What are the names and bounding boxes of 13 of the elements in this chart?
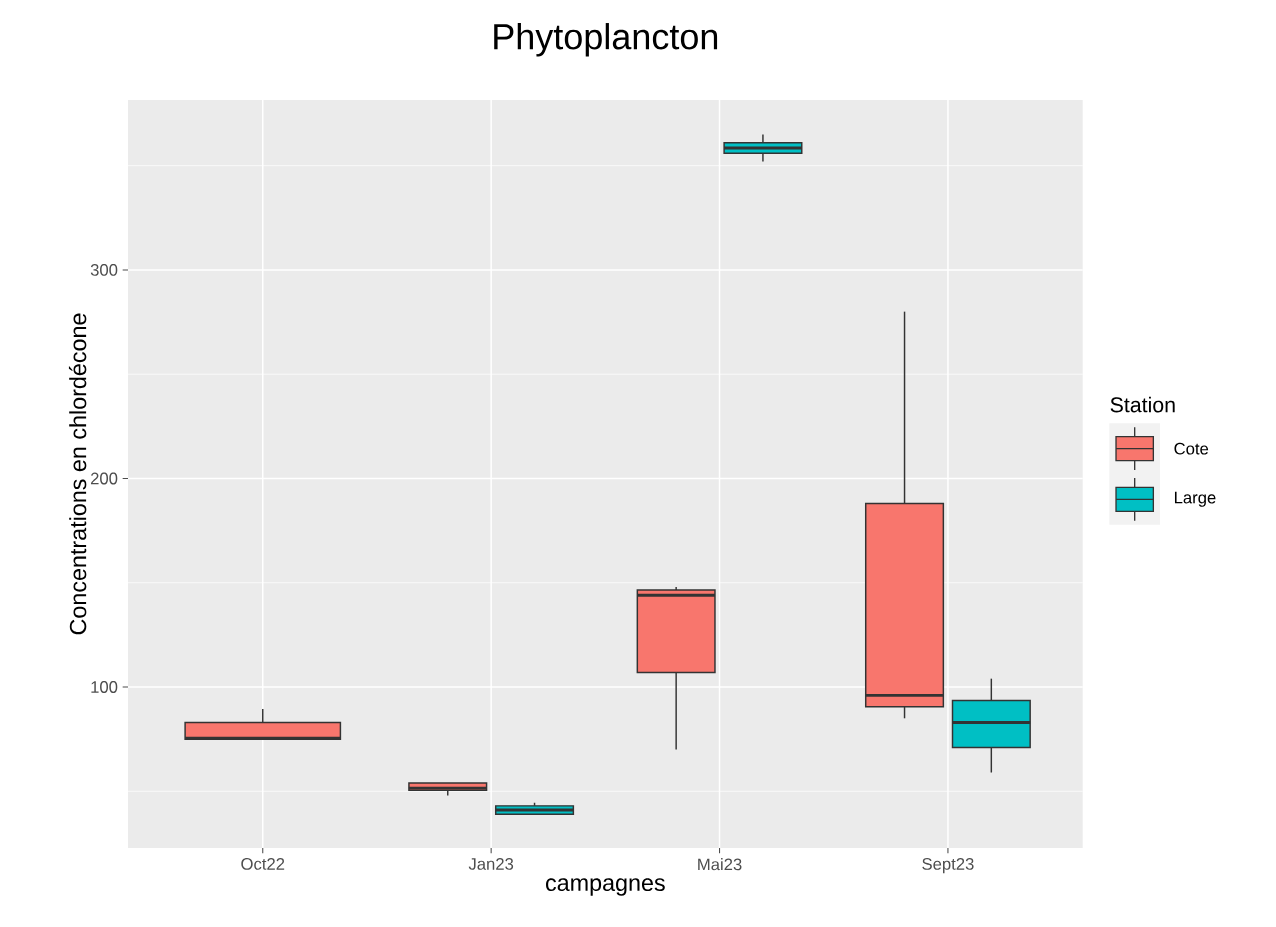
x-tick-label: Oct22 — [241, 858, 285, 870]
x-tick-label: Sept23 — [922, 858, 974, 874]
x-tick-label: Mai23 — [698, 858, 742, 871]
chart-title: Phytoplancton — [494, 23, 718, 57]
x-axis-title: campagnes — [546, 878, 665, 896]
legend-title: Station — [1110, 396, 1175, 413]
y-tick-label: 100 — [91, 681, 118, 693]
y-axis-title: Concentrations en chlordécone — [68, 313, 87, 635]
y-tick-label: 200 — [90, 472, 118, 485]
legend-label: Large — [1174, 491, 1216, 507]
y-tick-label: 300 — [90, 264, 118, 276]
x-tick-label: Jan23 — [468, 858, 514, 870]
legend-label: Cote — [1174, 442, 1209, 455]
